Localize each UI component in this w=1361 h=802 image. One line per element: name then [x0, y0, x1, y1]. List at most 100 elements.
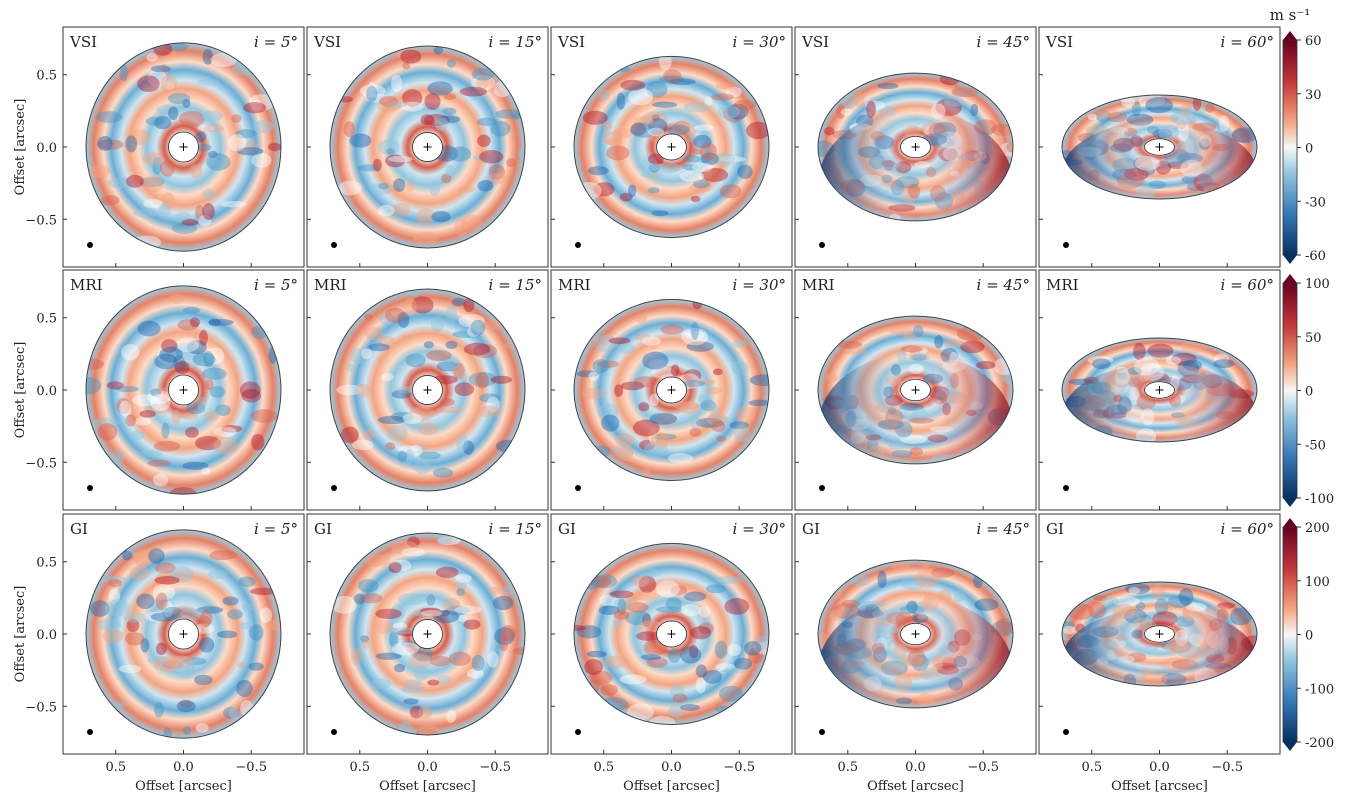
texture: [449, 652, 471, 666]
beam: [87, 485, 93, 491]
texture: [666, 597, 682, 610]
texture: [136, 594, 154, 609]
texture: [456, 588, 465, 596]
texture: [405, 354, 425, 368]
texture: [584, 659, 603, 675]
beam: [87, 242, 93, 248]
texture: [446, 710, 456, 723]
model-label: GI: [314, 520, 332, 538]
texture: [193, 353, 216, 367]
texture: [232, 60, 259, 75]
texture: [370, 183, 393, 195]
texture: [668, 453, 693, 463]
texture: [650, 413, 677, 425]
x-tick-label: 0.0: [905, 760, 926, 775]
texture: [601, 415, 619, 432]
model-label: VSI: [801, 33, 829, 51]
texture: [638, 568, 662, 577]
texture: [400, 49, 421, 63]
texture: [494, 81, 511, 97]
texture: [690, 626, 711, 639]
texture: [251, 326, 268, 339]
inclination-label: i = 15°: [489, 276, 543, 294]
texture: [236, 680, 253, 697]
texture: [204, 125, 225, 133]
beam: [819, 729, 825, 735]
y-tick-label: −0.5: [25, 700, 57, 715]
texture: [477, 118, 497, 126]
texture: [358, 579, 379, 592]
texture: [223, 707, 239, 719]
inclination-label: i = 5°: [254, 33, 298, 51]
texture: [617, 343, 635, 354]
texture: [888, 326, 912, 335]
texture: [671, 364, 680, 376]
y-axis-label: Offset [arcsec]: [13, 586, 28, 683]
texture: [493, 596, 514, 610]
texture: [231, 114, 241, 123]
texture: [177, 700, 196, 712]
texture: [387, 425, 408, 441]
texture: [433, 468, 453, 478]
texture: [385, 442, 395, 450]
colorbar-tick-label: 100: [1305, 277, 1330, 292]
model-label: MRI: [558, 276, 591, 294]
texture: [175, 361, 190, 374]
inclination-label: i = 45°: [977, 33, 1031, 51]
beam: [1063, 729, 1069, 735]
texture: [1205, 103, 1215, 113]
texture: [366, 86, 377, 103]
texture: [617, 93, 626, 110]
x-axis-label: Offset [arcsec]: [379, 779, 476, 794]
texture: [251, 409, 278, 423]
x-tick-label: 0.0: [173, 760, 194, 775]
x-tick-label: 0.0: [661, 760, 682, 775]
texture: [750, 374, 777, 386]
texture: [663, 69, 681, 83]
texture: [463, 298, 474, 312]
texture: [135, 417, 152, 425]
texture: [1101, 597, 1119, 607]
texture: [213, 427, 236, 437]
texture: [153, 473, 168, 486]
colorbar-tick-label: 0: [1305, 142, 1313, 157]
texture: [472, 655, 485, 671]
texture: [223, 596, 239, 605]
colorbar-label: m s⁻¹: [1270, 6, 1311, 24]
texture: [436, 407, 463, 413]
texture: [196, 723, 209, 733]
texture: [642, 336, 661, 345]
texture: [108, 579, 122, 587]
texture: [358, 164, 379, 171]
texture: [142, 175, 163, 192]
colorbar: [1283, 40, 1297, 255]
texture: [691, 322, 699, 340]
texture: [448, 147, 471, 162]
colorbar-tick-label: 30: [1305, 88, 1322, 103]
colorbar-tick-label: 60: [1305, 34, 1322, 49]
texture: [102, 629, 123, 644]
texture: [461, 676, 474, 682]
inclination-label: i = 60°: [1221, 276, 1275, 294]
texture: [418, 422, 439, 435]
texture: [614, 610, 630, 620]
colorbar: [1283, 527, 1297, 742]
texture: [656, 581, 680, 598]
texture: [388, 156, 413, 162]
texture: [679, 401, 700, 414]
texture: [190, 317, 200, 327]
texture: [399, 721, 413, 738]
texture: [460, 87, 488, 97]
texture: [421, 114, 435, 125]
texture: [394, 664, 405, 673]
texture: [489, 587, 501, 595]
texture: [352, 440, 374, 450]
texture: [633, 376, 656, 387]
y-tick-label: 0.0: [36, 141, 57, 156]
texture: [913, 325, 924, 337]
beam: [331, 729, 337, 735]
texture: [209, 319, 221, 327]
y-tick-label: 0.0: [36, 384, 57, 399]
texture: [197, 397, 207, 411]
texture: [934, 335, 943, 348]
